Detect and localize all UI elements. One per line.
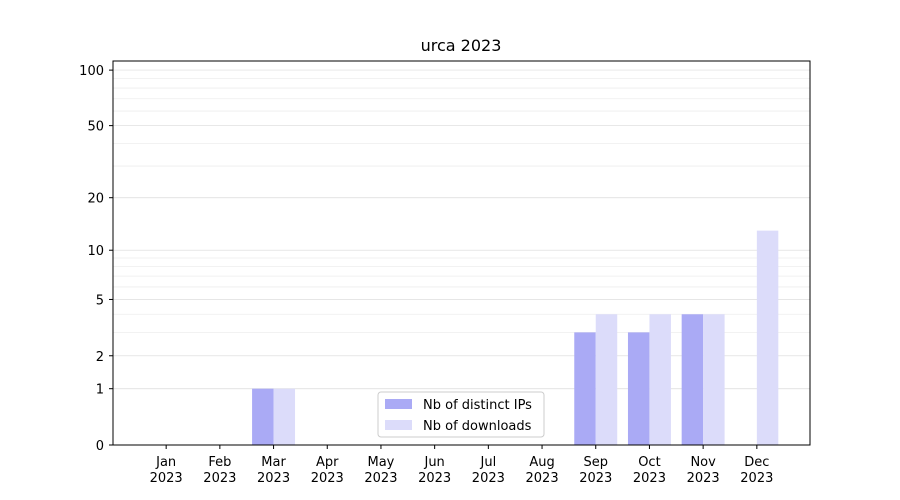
axes-frame bbox=[112, 60, 811, 446]
y-tick-label: 0 bbox=[96, 439, 104, 454]
bar bbox=[649, 314, 671, 445]
x-tick-label: Nov 2023 bbox=[687, 455, 720, 486]
bar bbox=[627, 332, 650, 445]
x-tick-label: Feb 2023 bbox=[203, 455, 236, 486]
x-tick-label: May 2023 bbox=[364, 455, 397, 486]
legend-swatch bbox=[385, 399, 412, 409]
x-tick-label: Mar 2023 bbox=[257, 455, 290, 486]
y-tick-label: 10 bbox=[87, 244, 104, 259]
bar bbox=[273, 388, 296, 445]
bar bbox=[252, 388, 274, 445]
x-tick-label: Aug 2023 bbox=[526, 455, 559, 486]
x-tick-label: Jan 2023 bbox=[150, 455, 183, 486]
legend-swatch bbox=[385, 420, 412, 430]
bar bbox=[756, 230, 779, 445]
x-tick-label: Jul 2023 bbox=[472, 455, 505, 486]
x-tick-label: Jun 2023 bbox=[418, 455, 451, 486]
bar bbox=[703, 314, 725, 445]
y-tick-label: 20 bbox=[87, 192, 104, 207]
x-tick-label: Oct 2023 bbox=[633, 455, 666, 486]
y-tick-label: 1 bbox=[96, 383, 104, 398]
bar bbox=[681, 314, 704, 445]
y-tick-label: 50 bbox=[87, 120, 104, 135]
x-tick-label: Apr 2023 bbox=[311, 455, 344, 486]
legend-box bbox=[377, 391, 545, 438]
bar bbox=[595, 314, 618, 445]
bar bbox=[574, 332, 596, 445]
y-tick-label: 5 bbox=[96, 293, 104, 308]
y-tick-label: 2 bbox=[96, 350, 104, 365]
x-tick-label: Dec 2023 bbox=[740, 455, 773, 486]
legend-label: Nb of downloads bbox=[423, 419, 532, 434]
x-tick-label: Sep 2023 bbox=[579, 455, 612, 486]
chart-title: urca 2023 bbox=[421, 36, 502, 55]
legend-label: Nb of distinct IPs bbox=[423, 398, 532, 413]
y-tick-label: 100 bbox=[79, 64, 104, 79]
